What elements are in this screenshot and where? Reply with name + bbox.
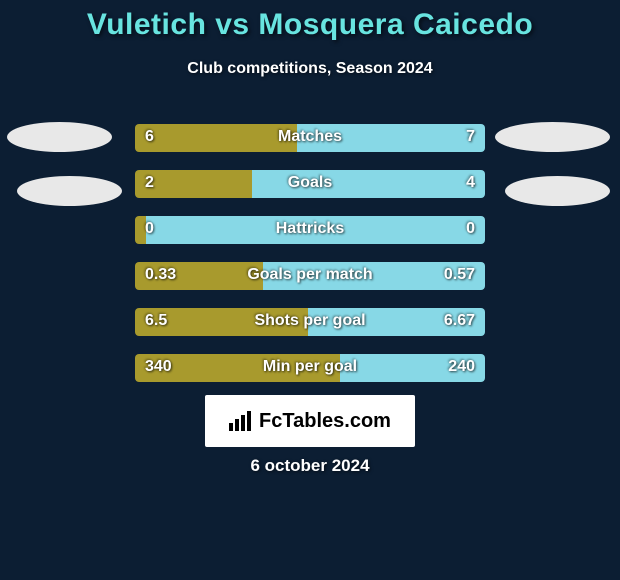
avatar-ellipse (505, 176, 610, 206)
branding-badge: FcTables.com (205, 395, 415, 447)
stat-row: 00Hattricks (135, 216, 485, 244)
stat-row: 67Matches (135, 124, 485, 152)
stat-metric-label: Goals per match (135, 266, 485, 284)
avatar-ellipse (495, 122, 610, 152)
branding-text: FcTables.com (259, 410, 391, 433)
stat-metric-label: Hattricks (135, 220, 485, 238)
bar-chart-icon (229, 411, 253, 431)
stat-metric-label: Shots per goal (135, 312, 485, 330)
stat-metric-label: Matches (135, 128, 485, 146)
stat-row: 340240Min per goal (135, 354, 485, 382)
stat-row: 24Goals (135, 170, 485, 198)
page-title: Vuletich vs Mosquera Caicedo (0, 0, 620, 42)
stats-rows: 67Matches 24Goals 00Hattricks 0.330.57Goals… (135, 124, 485, 400)
stat-row: 6.56.67Shots per goal (135, 308, 485, 336)
avatar-ellipse (7, 122, 112, 152)
subtitle: Club competitions, Season 2024 (0, 60, 620, 78)
stat-row: 0.330.57Goals per match (135, 262, 485, 290)
date-text: 6 october 2024 (0, 456, 620, 476)
stat-metric-label: Goals (135, 174, 485, 192)
avatar-ellipse (17, 176, 122, 206)
stat-metric-label: Min per goal (135, 358, 485, 376)
